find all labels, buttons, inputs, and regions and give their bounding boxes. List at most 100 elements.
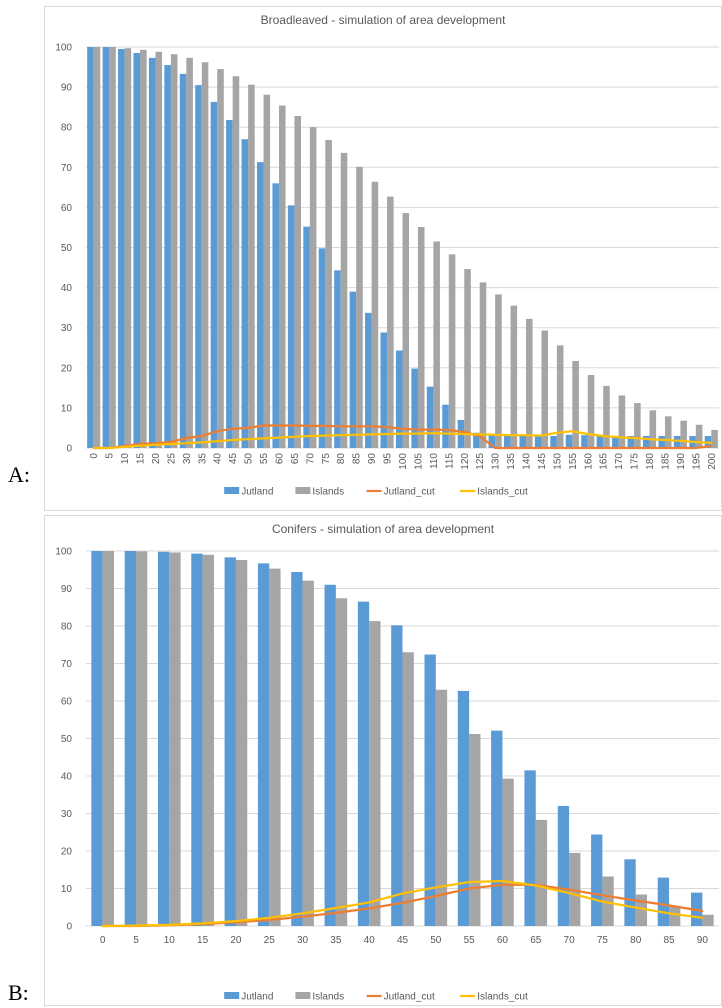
bar-islands: [217, 69, 224, 449]
x-tick-label: 95: [383, 453, 394, 465]
bar-jutland: [673, 435, 681, 448]
x-tick-label: 40: [213, 453, 224, 465]
bar-jutland: [473, 432, 480, 448]
y-tick-label: 90: [61, 83, 73, 94]
bar-islands: [711, 429, 718, 448]
x-tick-label: 15: [197, 935, 209, 946]
x-tick-label: 45: [228, 453, 239, 465]
series-line-islands-cut: [92, 430, 713, 450]
x-tick-label: 65: [530, 935, 542, 946]
bar-islands: [309, 127, 317, 448]
x-tick-label: 75: [597, 935, 609, 946]
bar-jutland: [287, 205, 295, 448]
x-tick-label: 5: [133, 935, 139, 946]
bar-islands: [248, 84, 255, 448]
bar-islands: [634, 403, 641, 448]
bar-islands: [664, 416, 672, 448]
bar-jutland: [504, 434, 511, 448]
bar-jutland: [318, 248, 326, 448]
x-tick-label: 40: [364, 935, 376, 946]
bar-jutland: [324, 584, 336, 926]
bar-islands: [387, 196, 394, 448]
x-tick-label: 65: [290, 453, 301, 465]
x-tick-label: 0: [100, 935, 106, 946]
bar-jutland: [164, 65, 171, 449]
x-tick-label: 155: [568, 453, 579, 470]
bar-islands: [479, 282, 487, 448]
panel-label-b: B:: [8, 980, 29, 1005]
x-tick-label: 85: [352, 453, 363, 465]
bar-jutland: [87, 47, 94, 448]
bar-jutland: [191, 553, 203, 926]
chart-title: Broadleaved - simulation of area develop…: [261, 13, 506, 27]
panel-label-a: A:: [8, 462, 30, 487]
bar-jutland: [195, 85, 202, 448]
x-tick-label: 0: [89, 453, 100, 459]
bar-islands: [369, 621, 381, 926]
y-tick-label: 90: [61, 584, 73, 595]
bar-jutland: [334, 270, 341, 448]
y-tick-label: 50: [61, 734, 73, 745]
chart-conifers: Conifers - simulation of area developmen…: [44, 515, 722, 1006]
bar-islands: [572, 360, 579, 448]
bar-islands: [169, 552, 181, 926]
x-tick-label: 25: [264, 935, 276, 946]
x-tick-label: 50: [430, 935, 442, 946]
bar-jutland: [488, 434, 496, 448]
x-tick-label: 5: [105, 453, 116, 459]
bar-jutland: [380, 332, 388, 448]
x-tick-label: 15: [136, 453, 147, 465]
bar-islands: [417, 227, 425, 448]
x-tick-label: 90: [697, 935, 709, 946]
bar-jutland: [365, 312, 372, 448]
bar-islands: [510, 305, 518, 448]
bar-jutland: [442, 404, 449, 448]
bar-jutland: [627, 435, 635, 448]
bar-jutland: [91, 551, 103, 926]
y-tick-label: 10: [61, 884, 73, 895]
bar-islands: [356, 166, 363, 449]
chart-broadleaved-svg: Broadleaved - simulation of area develop…: [55, 13, 719, 498]
bar-islands: [649, 410, 657, 448]
bar-jutland: [642, 435, 650, 448]
bar-islands: [702, 914, 714, 926]
y-tick-label: 40: [61, 772, 73, 783]
bar-jutland: [241, 139, 249, 449]
bar-jutland: [411, 368, 418, 448]
x-tick-label: 100: [398, 453, 409, 470]
bar-jutland: [118, 49, 125, 448]
bar-islands: [124, 48, 132, 448]
bar-islands: [109, 47, 116, 448]
bar-islands: [186, 57, 193, 449]
x-tick-label: 105: [413, 453, 424, 470]
bar-islands: [526, 318, 533, 448]
legend-label: Islands_cut: [477, 992, 528, 1003]
bar-jutland: [349, 291, 357, 448]
x-tick-label: 115: [444, 453, 455, 469]
bar-islands: [433, 241, 440, 448]
bar-jutland: [591, 834, 603, 926]
bar-jutland: [179, 73, 187, 448]
bar-islands: [502, 778, 514, 926]
bar-jutland: [157, 551, 170, 926]
bar-islands: [587, 375, 595, 448]
x-tick-label: 90: [367, 453, 378, 465]
x-tick-label: 85: [663, 935, 675, 946]
bar-islands: [569, 852, 581, 926]
bar-islands: [402, 213, 410, 448]
y-tick-label: 20: [61, 847, 73, 858]
bar-jutland: [257, 563, 270, 926]
legend-label: Islands: [312, 992, 344, 1003]
bar-islands: [618, 395, 626, 448]
bar-islands: [102, 551, 114, 926]
x-tick-label: 135: [506, 453, 517, 470]
y-tick-label: 60: [61, 203, 73, 214]
bar-jutland: [133, 53, 141, 448]
bar-islands: [448, 254, 456, 448]
bar-islands: [435, 689, 448, 926]
bar-islands: [302, 580, 314, 926]
bar-islands: [93, 47, 101, 448]
x-tick-label: 60: [497, 935, 509, 946]
bar-jutland: [565, 434, 573, 448]
bar-jutland: [426, 386, 434, 448]
